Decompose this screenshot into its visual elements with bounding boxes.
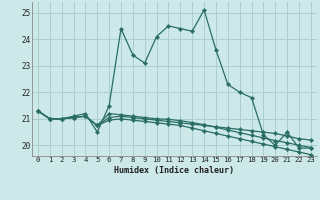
X-axis label: Humidex (Indice chaleur): Humidex (Indice chaleur) (115, 166, 234, 175)
